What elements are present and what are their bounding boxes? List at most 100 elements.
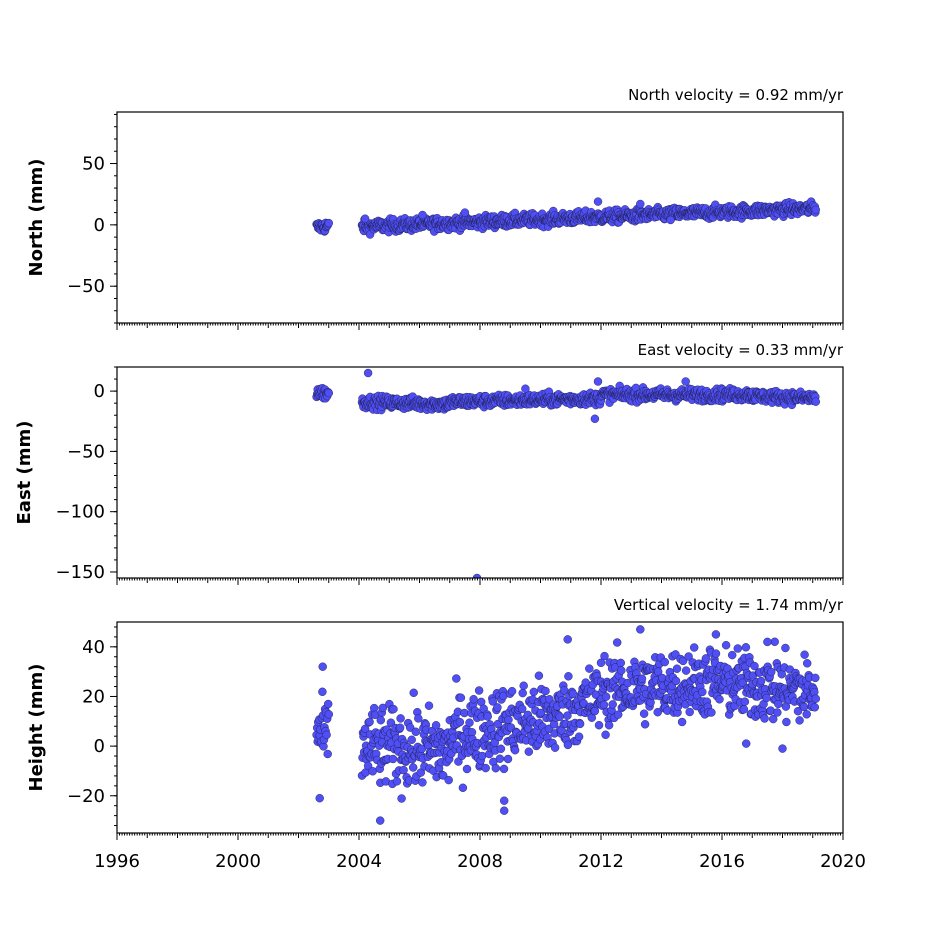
- data-point: [411, 727, 420, 736]
- data-point: [396, 714, 405, 723]
- data-point-outlier: [593, 377, 603, 386]
- data-point: [510, 746, 520, 755]
- data-point: [575, 719, 585, 729]
- data-point: [324, 710, 333, 719]
- data-point: [769, 714, 778, 724]
- x-tick-label: 2004: [336, 851, 382, 872]
- y-axis-ticks: −20 0 20 40: [67, 626, 117, 827]
- data-point: [322, 730, 331, 740]
- data-point: [493, 703, 502, 712]
- data-point: [409, 688, 418, 697]
- data-point: [756, 676, 766, 686]
- data-point-outlier: [593, 197, 603, 206]
- data-point: [389, 704, 398, 714]
- data-point-outlier: [376, 816, 385, 825]
- data-point: [324, 218, 333, 228]
- data-point: [368, 767, 377, 776]
- data-point: [614, 710, 623, 719]
- data-point-outlier: [521, 384, 530, 393]
- data-point: [672, 664, 682, 673]
- data-point-outlier: [778, 744, 787, 753]
- data-point: [365, 717, 374, 726]
- data-point: [810, 703, 819, 712]
- data-point: [601, 692, 611, 701]
- x-tick-label: 2016: [699, 851, 745, 872]
- data-point: [811, 205, 820, 215]
- data-point: [782, 717, 791, 727]
- data-point: [409, 763, 418, 772]
- data-point: [802, 710, 811, 719]
- data-point: [707, 708, 716, 717]
- data-point: [639, 709, 649, 718]
- data-point: [660, 657, 669, 667]
- data-point: [781, 643, 790, 653]
- x-tick-label: 2008: [457, 851, 503, 872]
- data-point-outlier: [636, 625, 645, 634]
- data-point: [739, 705, 749, 714]
- data-point: [488, 697, 497, 706]
- data-point: [483, 712, 492, 721]
- data-point: [555, 712, 564, 721]
- data-point: [770, 637, 779, 646]
- data-point-outlier: [360, 214, 370, 223]
- data-point: [481, 763, 490, 773]
- data-point: [646, 698, 655, 707]
- data-point: [363, 761, 373, 771]
- panel-3: 1996 2000 2004 2008 2012 2016 2020 −20 0 20 40 Heig…: [26, 596, 866, 872]
- data-point: [564, 672, 573, 681]
- data-point: [721, 641, 731, 650]
- y-axis-ticks: −150 −100 −50 0: [56, 366, 117, 583]
- data-point: [750, 661, 759, 671]
- data-point: [800, 650, 809, 659]
- data-point-outlier: [363, 368, 373, 378]
- data-point: [534, 671, 544, 680]
- data-point: [503, 754, 513, 764]
- data-point: [596, 658, 606, 667]
- data-point: [616, 658, 625, 668]
- y-tick-label: 50: [82, 154, 105, 175]
- panel-2: −150 −100 −50 0 East (mm) East velocity = 0.3…: [14, 341, 844, 585]
- data-points: [312, 368, 820, 578]
- data-point: [773, 708, 782, 717]
- data-point: [460, 708, 469, 718]
- data-point: [444, 775, 453, 785]
- data-point: [733, 644, 742, 653]
- data-point: [681, 666, 691, 675]
- data-point: [803, 659, 812, 668]
- data-point: [698, 687, 707, 697]
- y-tick-label: −100: [56, 502, 105, 523]
- data-point: [594, 721, 604, 730]
- y-tick-label: 40: [82, 637, 105, 658]
- y-axis-ticks: −50 0 50: [67, 113, 117, 324]
- y-tick-label: −50: [67, 441, 105, 462]
- data-point: [376, 716, 385, 725]
- y-tick-label: 0: [94, 736, 105, 757]
- y-axis-label: North (mm): [26, 159, 47, 277]
- data-point: [701, 654, 711, 663]
- data-point: [518, 704, 527, 714]
- data-point: [507, 687, 517, 696]
- data-point-outlier: [460, 208, 470, 217]
- y-tick-label: 0: [94, 215, 105, 236]
- data-point-outlier: [742, 739, 751, 748]
- data-point: [715, 695, 724, 704]
- data-point: [811, 397, 820, 406]
- data-point: [574, 732, 584, 741]
- data-point: [711, 649, 721, 658]
- data-point: [418, 778, 427, 787]
- panel-1: −50 0 50 North (mm) North velocity = 0.92 mm…: [26, 86, 844, 330]
- data-point: [518, 688, 527, 698]
- data-point: [504, 715, 513, 724]
- data-point-outlier: [666, 215, 675, 225]
- data-point: [416, 768, 425, 777]
- x-axis-ticks: [116, 578, 844, 585]
- y-tick-label: −50: [67, 276, 105, 297]
- data-point-outlier: [590, 414, 600, 423]
- data-point: [424, 701, 434, 710]
- data-point: [677, 717, 687, 727]
- data-point: [601, 730, 610, 739]
- data-point: [458, 783, 468, 792]
- data-point-outlier: [681, 377, 690, 386]
- data-point: [397, 794, 406, 803]
- data-point: [684, 652, 693, 661]
